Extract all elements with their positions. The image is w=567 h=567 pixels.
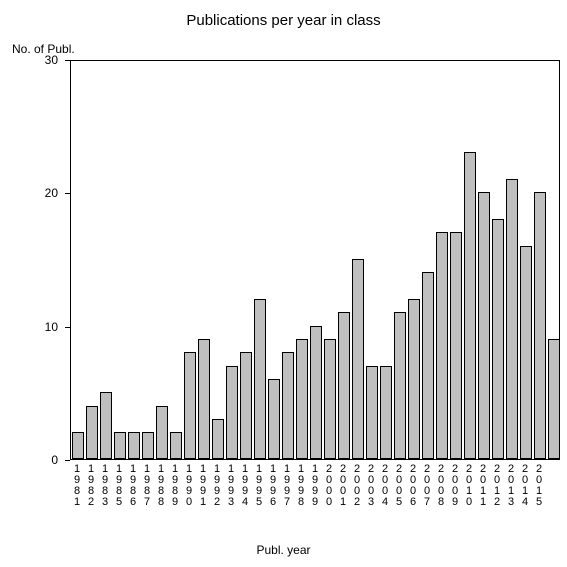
bar — [184, 352, 197, 459]
x-tick-label: 2 0 0 0 — [322, 464, 336, 508]
y-tick-mark — [65, 60, 70, 61]
bar — [436, 232, 449, 459]
x-axis-title: Publ. year — [0, 543, 567, 557]
y-tick-label: 30 — [0, 53, 58, 67]
y-tick-mark — [65, 460, 70, 461]
bar — [338, 312, 351, 459]
bar — [450, 232, 463, 459]
bar — [422, 272, 435, 459]
x-tick-label: 2 0 0 1 — [336, 464, 350, 508]
bar — [506, 179, 519, 459]
x-tick-label: 1 9 9 7 — [280, 464, 294, 508]
x-tick-label: 1 9 8 9 — [168, 464, 182, 508]
x-tick-label: 2 0 0 4 — [378, 464, 392, 508]
x-tick-label: 2 0 1 4 — [518, 464, 532, 508]
y-tick-mark — [65, 327, 70, 328]
bar — [464, 152, 477, 459]
x-tick-label: 1 9 9 3 — [224, 464, 238, 508]
bar — [282, 352, 295, 459]
x-tick-label: 1 9 8 2 — [84, 464, 98, 508]
bar — [240, 352, 253, 459]
y-tick-label: 20 — [0, 186, 58, 200]
bar — [296, 339, 309, 459]
bar — [226, 366, 239, 459]
chart-container: Publications per year in class No. of Pu… — [0, 0, 567, 567]
bar — [380, 366, 393, 459]
x-tick-label: 2 0 0 5 — [392, 464, 406, 508]
x-tick-label: 2 0 0 8 — [434, 464, 448, 508]
plot-area — [70, 60, 560, 460]
bar — [156, 406, 169, 459]
bar — [128, 432, 141, 459]
x-tick-label: 1 9 9 1 — [196, 464, 210, 508]
x-tick-label: 2 0 0 7 — [420, 464, 434, 508]
bar — [268, 379, 281, 459]
x-tick-label: 2 0 0 6 — [406, 464, 420, 508]
bar — [534, 192, 547, 459]
chart-title: Publications per year in class — [0, 12, 567, 29]
bar — [142, 432, 155, 459]
bar — [408, 299, 421, 459]
x-tick-label: 2 0 0 2 — [350, 464, 364, 508]
y-tick-label: 10 — [0, 320, 58, 334]
bar — [100, 392, 113, 459]
x-tick-label: 2 0 0 3 — [364, 464, 378, 508]
x-tick-label: 2 0 0 9 — [448, 464, 462, 508]
x-tick-label: 2 0 1 0 — [462, 464, 476, 508]
bar — [324, 339, 337, 459]
y-tick-label: 0 — [0, 453, 58, 467]
x-tick-label: 1 9 9 5 — [252, 464, 266, 508]
bar — [254, 299, 267, 459]
bar — [478, 192, 491, 459]
bar — [170, 432, 183, 459]
x-tick-label: 1 9 9 6 — [266, 464, 280, 508]
bar — [114, 432, 127, 459]
bar — [394, 312, 407, 459]
x-tick-label: 1 9 9 8 — [294, 464, 308, 508]
bar — [492, 219, 505, 459]
x-tick-label: 1 9 9 4 — [238, 464, 252, 508]
bar — [352, 259, 365, 459]
x-tick-label: 1 9 8 5 — [112, 464, 126, 508]
bar — [72, 432, 85, 459]
x-tick-label: 1 9 8 3 — [98, 464, 112, 508]
bar — [310, 326, 323, 459]
x-tick-label: 2 0 1 5 — [532, 464, 546, 508]
x-tick-label: 1 9 9 2 — [210, 464, 224, 508]
bar — [548, 339, 561, 459]
x-tick-label: 1 9 8 8 — [154, 464, 168, 508]
x-tick-label: 1 9 8 7 — [140, 464, 154, 508]
x-tick-label: 1 9 8 6 — [126, 464, 140, 508]
x-tick-label: 1 9 9 0 — [182, 464, 196, 508]
bar — [366, 366, 379, 459]
x-tick-label: 1 9 9 9 — [308, 464, 322, 508]
x-tick-label: 2 0 1 2 — [490, 464, 504, 508]
bar — [212, 419, 225, 459]
bar — [86, 406, 99, 459]
bar — [520, 246, 533, 459]
x-tick-label: 1 9 8 1 — [70, 464, 84, 508]
x-tick-label: 2 0 1 1 — [476, 464, 490, 508]
y-tick-mark — [65, 193, 70, 194]
bar — [198, 339, 211, 459]
x-tick-label: 2 0 1 3 — [504, 464, 518, 508]
